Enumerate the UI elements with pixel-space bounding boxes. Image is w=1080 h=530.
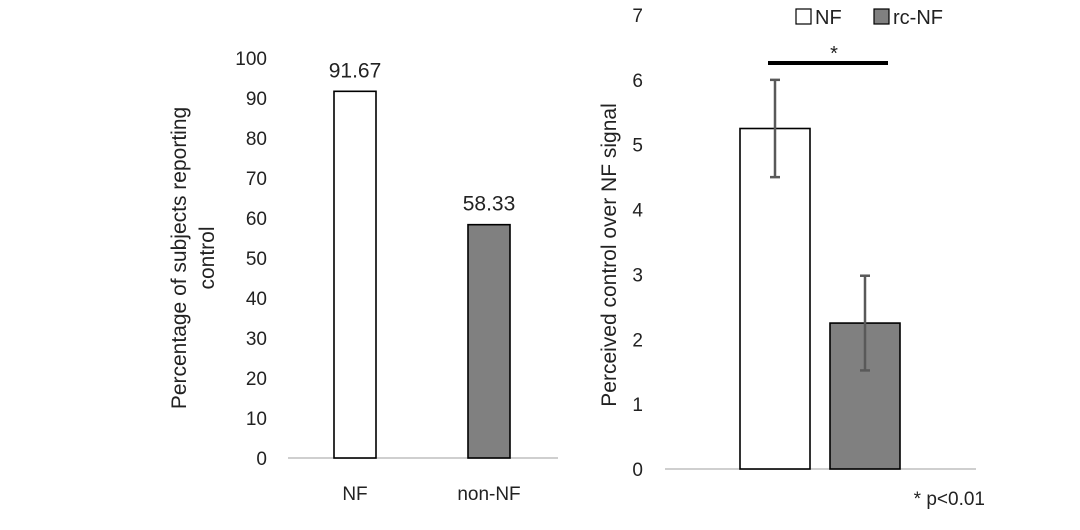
y-tick-label: 10 [246, 409, 267, 430]
data-label-nf: 91.67 [329, 59, 382, 82]
bar-nf [333, 90, 377, 459]
y-tick-label: 2 [632, 330, 643, 351]
error-bar-nf [770, 78, 780, 179]
y-tick-label: 3 [632, 265, 643, 286]
x-tick-label-non-nf: non-NF [457, 484, 520, 505]
y-tick-label: 30 [246, 329, 267, 350]
bar-nf [739, 127, 811, 470]
y-tick-labels: 0 10 20 30 40 50 60 70 80 90 100 [235, 49, 267, 470]
legend-swatch-nf [795, 8, 812, 25]
bars: 91.67 58.33 [329, 59, 516, 459]
data-label-non-nf: 58.33 [463, 193, 516, 216]
legend: NF rc-NF [795, 7, 943, 29]
chart-percentage-reporting-control: 0 10 20 30 40 50 60 70 80 90 100 Percentage of sub… [168, 49, 558, 505]
y-tick-label: 100 [235, 49, 267, 70]
error-bar-rc-nf [860, 274, 870, 372]
y-tick-label: 4 [632, 201, 643, 222]
y-axis-title-line1: Percentage of subjects reporting [168, 107, 191, 409]
chart-perceived-control: 0 1 2 3 4 5 6 7 Perceived control over NF signa… [598, 6, 985, 510]
legend-swatch-rc-nf [873, 8, 890, 25]
y-tick-label: 5 [632, 136, 643, 157]
y-axis-title-line2: control [196, 226, 219, 289]
y-tick-label: 20 [246, 369, 267, 390]
bars [739, 78, 901, 470]
y-tick-label: 6 [632, 71, 643, 92]
y-tick-label: 7 [632, 6, 643, 27]
legend-label-nf: NF [815, 7, 842, 29]
y-tick-label: 0 [256, 449, 267, 470]
y-tick-label: 50 [246, 249, 267, 270]
y-tick-label: 90 [246, 89, 267, 110]
y-tick-label: 60 [246, 209, 267, 230]
y-tick-label: 80 [246, 129, 267, 150]
y-tick-label: 0 [632, 460, 643, 481]
y-tick-label: 40 [246, 289, 267, 310]
y-tick-labels: 0 1 2 3 4 5 6 7 [632, 6, 643, 481]
y-axis-title: Perceived control over NF signal [598, 103, 621, 406]
legend-label-rc-nf: rc-NF [893, 7, 943, 29]
significance-star: * [830, 43, 838, 65]
footnote: * p<0.01 [914, 489, 985, 510]
x-tick-label-nf: NF [342, 484, 367, 505]
y-tick-label: 1 [632, 395, 643, 416]
y-tick-label: 70 [246, 169, 267, 190]
bar-non-nf [467, 223, 511, 459]
